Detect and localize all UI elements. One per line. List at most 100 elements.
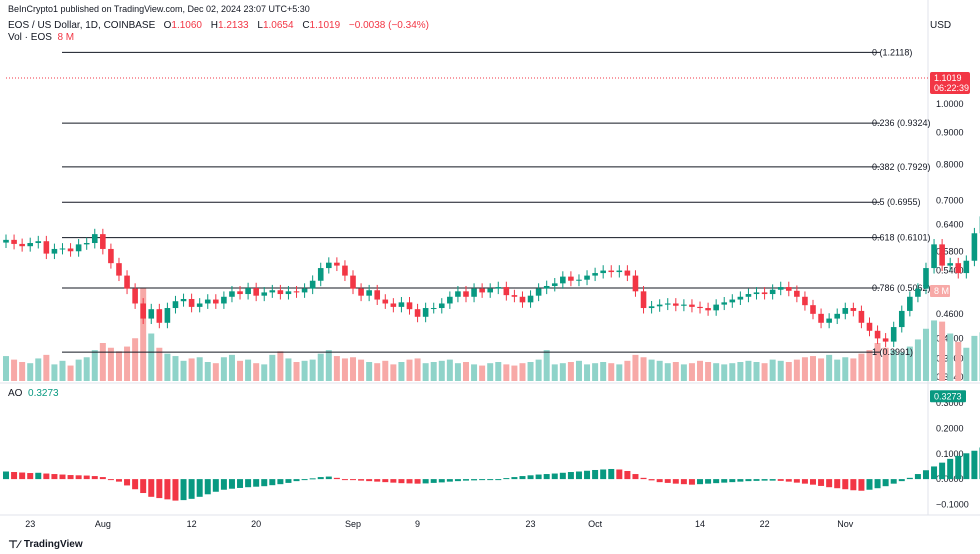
candle-body — [624, 270, 631, 276]
volume-bar — [890, 350, 897, 381]
ao-tick-label: 0.3000 — [936, 398, 964, 408]
ao-tick-label: −0.1000 — [936, 499, 969, 509]
candle-body — [955, 263, 962, 274]
brand-name: TradingView — [23, 539, 83, 550]
volume-bar — [761, 363, 768, 381]
volume-bar — [180, 360, 187, 381]
ao-bar — [737, 479, 744, 482]
candle-body — [326, 262, 332, 269]
volume-bar — [632, 354, 639, 381]
candle-body — [963, 260, 970, 274]
candle-body — [495, 287, 502, 289]
volume-bar — [882, 347, 889, 381]
volume-bar — [697, 360, 704, 381]
candle-body — [543, 285, 550, 289]
ao-bar — [471, 479, 478, 481]
ao-bar — [801, 479, 808, 484]
ao-tick-label: 0.1000 — [936, 449, 964, 459]
volume-bar — [955, 341, 962, 381]
candle-body — [317, 268, 324, 281]
candle-body — [826, 318, 832, 323]
candle-body — [164, 308, 171, 323]
volume-bar — [664, 363, 671, 381]
candle-body — [334, 262, 340, 266]
ao-bar — [931, 466, 938, 480]
candle-body — [753, 292, 760, 295]
volume-bar — [406, 359, 413, 381]
ao-bar — [51, 474, 58, 480]
candle-body — [285, 291, 292, 295]
currency-label[interactable]: USD — [930, 20, 952, 31]
volume-bar — [769, 359, 776, 381]
volume-bar — [874, 343, 881, 381]
ao-bar — [769, 479, 776, 481]
price-tick-label: 0.5800 — [936, 246, 964, 256]
volume-bar — [519, 363, 526, 381]
ao-tick-label: 0.2000 — [936, 423, 964, 433]
candle-body — [196, 303, 203, 307]
ao-bar — [729, 479, 736, 483]
ao-bar — [664, 479, 671, 483]
candle-body — [350, 275, 356, 289]
volume-bar — [648, 359, 655, 381]
candle-body — [664, 303, 671, 305]
candle-body — [253, 288, 259, 296]
volume-bar — [35, 358, 42, 381]
ao-tag: 0.3273 — [934, 391, 962, 401]
ao-bar — [963, 453, 970, 480]
candle-body — [681, 304, 687, 306]
candle-body — [75, 244, 82, 252]
ao-bar — [882, 479, 889, 487]
ao-bar — [301, 479, 308, 481]
candle-body — [551, 283, 558, 286]
volume-tag-bg — [930, 285, 950, 297]
volume-bar — [850, 358, 857, 381]
volume-bar — [253, 363, 260, 381]
ao-bar — [374, 479, 381, 482]
ao-bar — [713, 479, 720, 484]
volume-bar — [479, 365, 486, 381]
ao-bar — [350, 479, 357, 481]
candle-body — [229, 291, 235, 297]
ao-bar — [793, 479, 800, 483]
volume-bar — [688, 363, 695, 381]
volume-bar — [842, 357, 849, 381]
ao-bar — [115, 479, 122, 482]
ao-bar — [11, 472, 18, 480]
ao-bar — [164, 479, 171, 500]
ao-bar — [27, 473, 34, 480]
ao-bar — [672, 479, 679, 484]
volume-bar — [132, 338, 139, 381]
candle-body — [180, 298, 187, 302]
candle-body — [471, 288, 477, 297]
volume-bar — [446, 359, 453, 381]
candle-body — [890, 327, 897, 342]
volume-bar — [551, 364, 558, 381]
volume-bar — [59, 360, 66, 381]
candle-body — [616, 270, 623, 273]
candle-body — [947, 263, 953, 266]
candle-body — [713, 304, 719, 311]
volume-bar — [414, 358, 421, 381]
volume-bar — [898, 352, 905, 381]
ao-bar — [180, 479, 187, 501]
ao-bar — [939, 462, 946, 480]
ao-bar — [648, 479, 655, 481]
volume-bar — [358, 359, 365, 381]
ao-bar — [600, 469, 607, 480]
fib-label: 0.618 (0.6101) — [872, 233, 931, 243]
candle-body — [511, 295, 518, 297]
volume-bar — [430, 362, 437, 381]
volume-bar — [713, 363, 720, 381]
candle-body — [858, 310, 865, 323]
volume-bar — [99, 343, 106, 381]
ao-bar — [269, 479, 276, 486]
candle-body — [834, 313, 841, 319]
ao-bar — [745, 479, 752, 482]
ao-bar — [785, 479, 792, 482]
ao-bar — [753, 479, 760, 481]
candle-body — [866, 322, 873, 331]
candle-body — [116, 263, 122, 276]
tradingview-brand[interactable]: ⊤⁄ TradingView — [8, 538, 83, 551]
